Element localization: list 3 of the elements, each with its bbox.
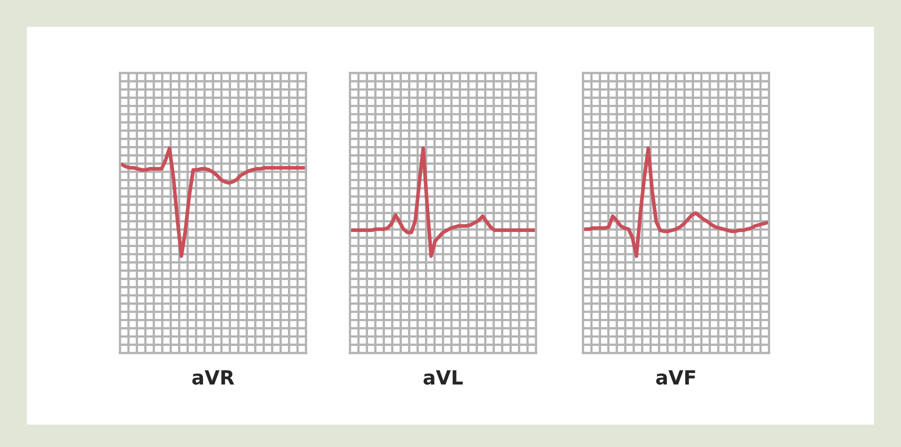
x-axis-title: aVL — [424, 370, 463, 385]
x-axis-title: aVF — [656, 370, 696, 385]
x-axis-title: aVR — [192, 370, 234, 385]
